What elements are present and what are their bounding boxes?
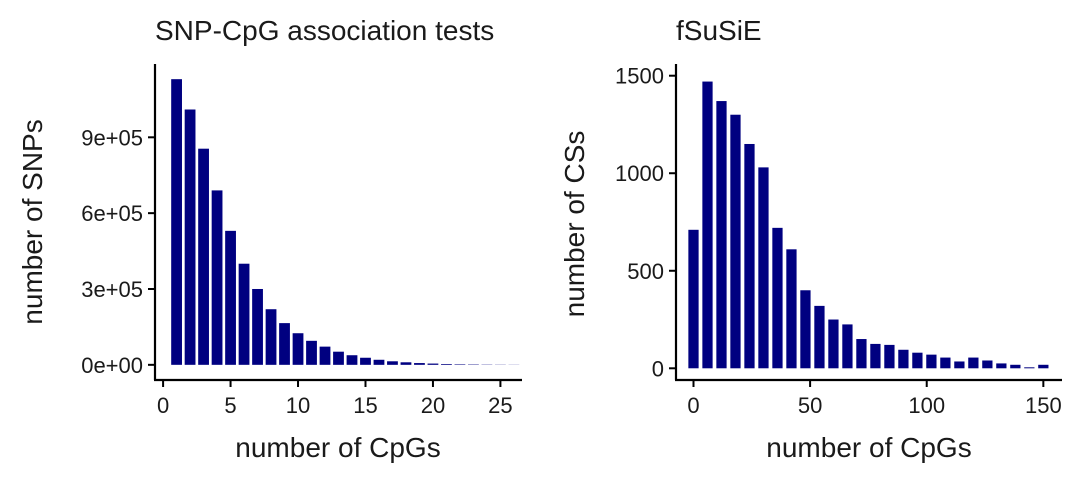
bar <box>279 323 290 365</box>
bar <box>800 290 811 369</box>
x-axis-label: number of CpGs <box>766 432 971 463</box>
bar <box>982 360 993 369</box>
bar <box>912 352 923 369</box>
bar <box>856 339 867 369</box>
chart-panel-fsusie: fSuSiE 0 50 100 150 0 500 1000 1500 number of … <box>559 15 1062 463</box>
x-axis-ticks: 0 5 10 15 20 25 <box>157 380 513 418</box>
y-tick-label: 9e+05 <box>81 125 143 150</box>
bar <box>716 101 727 369</box>
bar <box>842 324 853 369</box>
bar <box>814 305 825 369</box>
bar <box>387 361 398 365</box>
bar <box>400 362 412 365</box>
bar <box>319 346 331 365</box>
chart-title: SNP-CpG association tests <box>155 15 494 46</box>
x-tick-label: 100 <box>908 393 945 418</box>
x-tick-label: 15 <box>353 393 377 418</box>
bar <box>441 364 452 365</box>
bar <box>1010 364 1021 369</box>
y-tick-label: 0e+00 <box>81 353 143 378</box>
x-tick-label: 0 <box>687 393 699 418</box>
bar <box>184 109 196 365</box>
bar <box>996 363 1007 369</box>
chart-title: fSuSiE <box>676 15 762 46</box>
bar-series <box>688 81 1049 369</box>
bar <box>940 357 951 369</box>
bar <box>870 343 881 369</box>
y-axis-label: number of SNPs <box>17 119 48 324</box>
bar <box>926 354 937 369</box>
bar <box>198 148 209 365</box>
bar <box>427 363 439 365</box>
y-tick-label: 3e+05 <box>81 277 143 302</box>
bar <box>1024 367 1035 369</box>
y-axis-ticks: 0e+00 3e+05 6e+05 9e+05 <box>81 125 155 378</box>
x-tick-label: 20 <box>421 393 445 418</box>
bar <box>360 357 371 365</box>
x-axis-ticks: 0 50 100 150 <box>687 380 1062 418</box>
y-axis-ticks: 0 500 1000 1500 <box>615 64 676 381</box>
bar <box>373 359 385 365</box>
bar <box>346 355 358 365</box>
bar <box>454 364 466 365</box>
bar <box>968 357 979 369</box>
bar <box>252 288 263 365</box>
bar <box>225 230 236 365</box>
bar <box>898 349 909 369</box>
y-tick-label: 0 <box>652 356 664 381</box>
bar <box>306 340 317 365</box>
x-tick-label: 0 <box>157 393 169 418</box>
bar <box>954 361 965 369</box>
y-tick-label: 6e+05 <box>81 201 143 226</box>
bar <box>772 227 783 369</box>
bar <box>730 114 741 369</box>
y-tick-label: 500 <box>627 259 664 284</box>
bar <box>828 319 839 369</box>
bar <box>688 229 699 369</box>
chart-panel-snp-cpg: SNP-CpG association tests 0 5 10 15 20 25 0e+… <box>17 15 522 463</box>
bar <box>211 190 223 365</box>
x-tick-label: 150 <box>1025 393 1062 418</box>
x-tick-label: 10 <box>286 393 310 418</box>
x-tick-label: 25 <box>488 393 512 418</box>
bar <box>292 333 304 365</box>
bar <box>1038 364 1049 369</box>
bar <box>265 309 277 365</box>
bar <box>744 143 755 369</box>
x-tick-label: 50 <box>798 393 822 418</box>
bar <box>414 363 425 365</box>
y-axis-label: number of CSs <box>559 131 590 318</box>
bar <box>758 167 769 369</box>
bar-series <box>171 79 520 365</box>
y-tick-label: 1500 <box>615 64 664 89</box>
bar <box>702 81 713 369</box>
bar <box>786 249 797 369</box>
bar <box>333 351 344 365</box>
bar <box>171 79 182 365</box>
x-axis-label: number of CpGs <box>235 432 440 463</box>
bar <box>238 263 250 365</box>
bar <box>884 344 895 369</box>
x-tick-label: 5 <box>224 393 236 418</box>
y-tick-label: 1000 <box>615 161 664 186</box>
